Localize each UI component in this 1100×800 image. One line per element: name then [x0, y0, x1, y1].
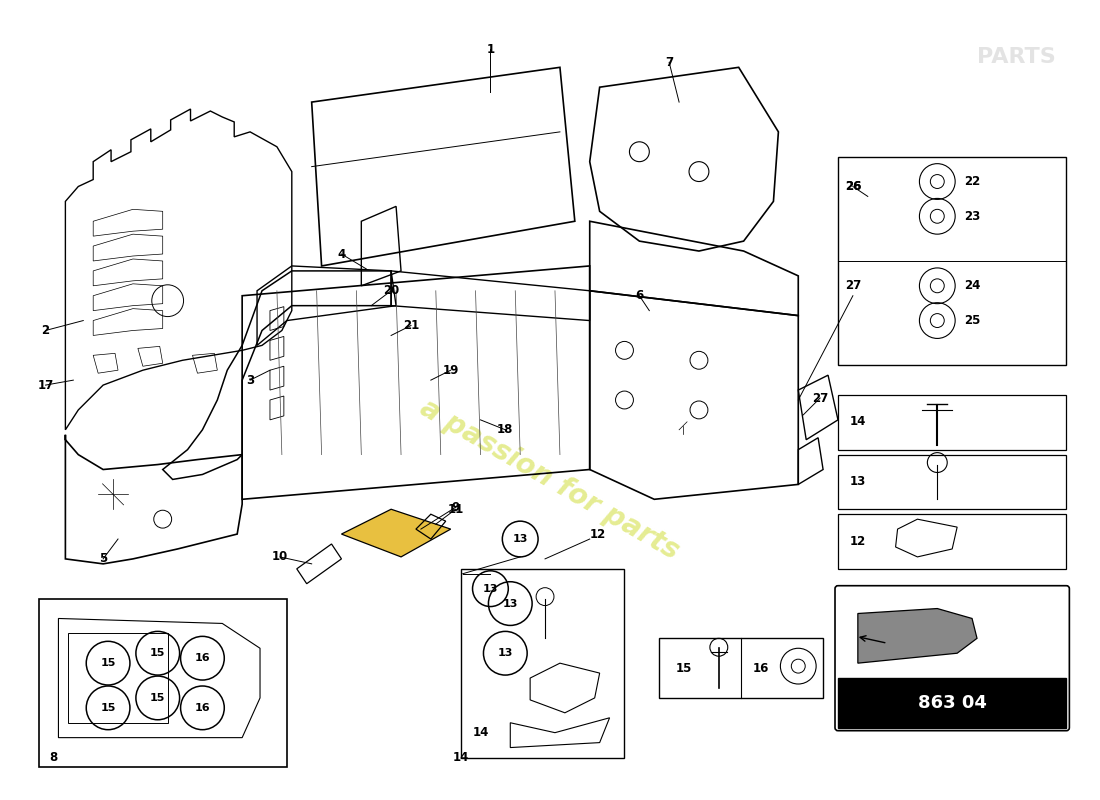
- Text: PARTS: PARTS: [978, 47, 1056, 67]
- Text: 6: 6: [636, 290, 644, 302]
- Text: 20: 20: [383, 284, 399, 298]
- Text: 13: 13: [513, 534, 528, 544]
- Bar: [838, 454, 1066, 510]
- Bar: [838, 157, 1066, 366]
- Text: 25: 25: [964, 314, 980, 327]
- Text: 3: 3: [246, 374, 254, 386]
- Text: 12: 12: [849, 534, 866, 547]
- Bar: [39, 598, 287, 767]
- Text: 19: 19: [442, 364, 459, 377]
- Text: 16: 16: [195, 653, 210, 663]
- Text: 14: 14: [849, 415, 866, 428]
- Text: 16: 16: [195, 703, 210, 713]
- Text: 18: 18: [497, 423, 514, 436]
- Text: 11: 11: [448, 502, 464, 516]
- Bar: [461, 569, 625, 758]
- Text: 13: 13: [497, 648, 513, 658]
- Text: 13: 13: [483, 584, 498, 594]
- Text: 10: 10: [272, 550, 288, 563]
- Text: 14: 14: [472, 726, 488, 739]
- Bar: [68, 634, 167, 722]
- Text: 8: 8: [50, 751, 57, 764]
- Text: 16: 16: [752, 662, 769, 674]
- Text: 27: 27: [812, 391, 828, 405]
- FancyBboxPatch shape: [835, 586, 1069, 730]
- Text: 12: 12: [590, 527, 606, 541]
- Text: 15: 15: [675, 662, 692, 674]
- Circle shape: [931, 174, 944, 189]
- Text: 13: 13: [503, 598, 518, 609]
- Text: 15: 15: [150, 648, 165, 658]
- Text: 26: 26: [845, 180, 861, 193]
- Text: 27: 27: [845, 279, 861, 292]
- Text: 1: 1: [486, 43, 495, 56]
- Circle shape: [791, 659, 805, 673]
- Text: 17: 17: [37, 378, 54, 392]
- Text: 14: 14: [452, 751, 469, 764]
- Text: 15: 15: [100, 658, 116, 668]
- Text: 4: 4: [338, 247, 345, 261]
- Bar: [838, 395, 1066, 450]
- Text: 21: 21: [403, 319, 419, 332]
- Text: 15: 15: [150, 693, 165, 703]
- Text: a passion for parts: a passion for parts: [416, 394, 684, 565]
- Polygon shape: [341, 510, 451, 557]
- Circle shape: [931, 314, 944, 327]
- Bar: [659, 638, 823, 698]
- Text: 863 04: 863 04: [917, 694, 987, 712]
- Text: 2: 2: [42, 324, 50, 337]
- Text: 9: 9: [451, 501, 460, 514]
- Text: 7: 7: [666, 56, 673, 69]
- Circle shape: [931, 210, 944, 223]
- Circle shape: [931, 279, 944, 293]
- Text: 23: 23: [964, 210, 980, 222]
- Text: 26: 26: [845, 180, 861, 193]
- Text: 24: 24: [964, 279, 980, 292]
- Text: 13: 13: [849, 475, 866, 488]
- Bar: [838, 678, 1066, 728]
- Polygon shape: [858, 609, 977, 663]
- Text: 15: 15: [100, 703, 116, 713]
- Bar: [838, 514, 1066, 569]
- Text: 22: 22: [964, 175, 980, 188]
- Text: 5: 5: [99, 552, 108, 566]
